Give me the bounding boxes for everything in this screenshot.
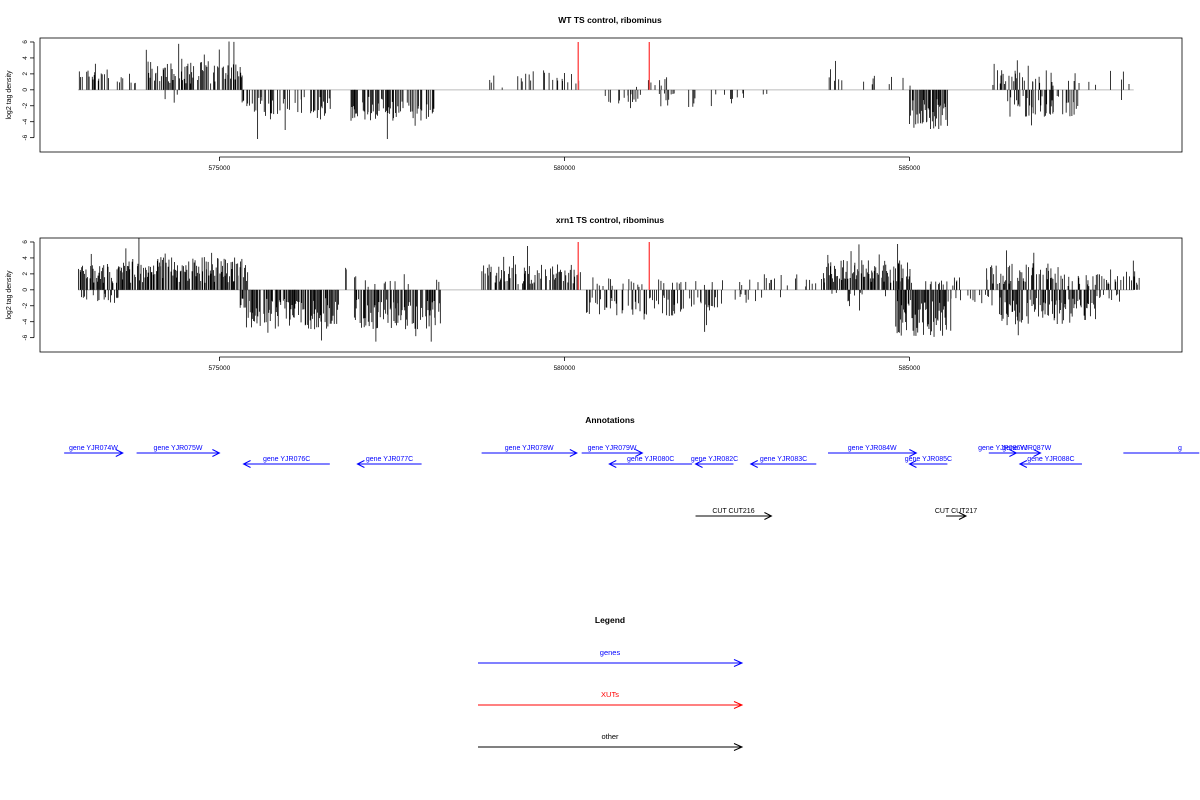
- feature-arrow-head: [608, 460, 617, 468]
- feature-label: gene YJR079W: [588, 445, 637, 452]
- y-tick-label: -2: [22, 102, 29, 108]
- legend-arrow-head: [733, 659, 744, 667]
- y-tick-label: 2: [22, 272, 29, 276]
- feature-label: gene YJR080C: [627, 456, 674, 463]
- feature-gene-yjr075w: gene YJR075W: [136, 445, 221, 457]
- legend-arrow-head: [733, 743, 744, 751]
- feature-label: gene YJR086W: [978, 445, 1027, 452]
- wt-density-panel: WT TS control, ribominus log2 tag densit…: [6, 15, 1183, 172]
- feature-gene-yjr085c: gene YJR085C: [905, 456, 952, 468]
- feature-gene-yjr083c: gene YJR083C: [749, 456, 817, 468]
- panel-title: WT TS control, ribominus: [558, 15, 662, 25]
- feature-label: gene YJR084W: [848, 445, 897, 452]
- feature-cut-cut216: CUT CUT216: [695, 508, 773, 520]
- feature-gene-yjr088c: gene YJR088C: [1018, 456, 1082, 468]
- x-tick-label: 575000: [209, 165, 231, 172]
- feature-arrow-head: [958, 512, 968, 520]
- y-axis-label: log2 tag density: [6, 270, 13, 320]
- legend-item-xuts: XUTs: [478, 690, 744, 709]
- y-tick-label: -4: [22, 318, 29, 324]
- y-tick-label: -4: [22, 118, 29, 124]
- density-marks: [77, 41, 1134, 140]
- y-tick-label: 4: [22, 56, 29, 60]
- plot-frame: [39, 237, 1183, 353]
- feature-gene-yjr079w: gene YJR079W: [581, 445, 644, 457]
- feature-arrow-head: [1018, 460, 1028, 468]
- feature-gene-yjr076c: gene YJR076C: [242, 456, 330, 468]
- xrn1-density-panel: xrn1 TS control, ribominus log2 tag dens…: [6, 215, 1183, 372]
- panel-title: xrn1 TS control, ribominus: [556, 215, 664, 225]
- feature-gene-yjr077c: gene YJR077C: [356, 456, 422, 468]
- legend-item-other: other: [478, 732, 744, 751]
- feature-arrow-head: [908, 460, 917, 468]
- x-tick-label: 585000: [899, 165, 921, 172]
- feature-gene-yjr084w: gene YJR084W: [828, 445, 918, 457]
- legend: Legend genes XUTs other: [478, 615, 744, 751]
- y-tick-label: 0: [22, 88, 29, 92]
- feature-arrow-head: [569, 449, 578, 457]
- feature-gene-yjr082c: gene YJR082C: [691, 456, 738, 468]
- annotations-track: Annotations gene YJR074W gene YJR075Wgene…: [64, 415, 1200, 520]
- y-axis-label: log2 tag density: [6, 70, 13, 120]
- feature-gene-yjr078w: gene YJR078W: [481, 445, 578, 457]
- feature-label: gene YJR077C: [366, 456, 413, 463]
- feature-arrow-head: [694, 460, 703, 468]
- x-tick-label: 575000: [209, 365, 231, 372]
- feature-label: CUT CUT217: [935, 508, 977, 515]
- legend-label: XUTs: [601, 690, 619, 699]
- y-tick-label: -6: [22, 334, 29, 340]
- feature-list: gene YJR074W gene YJR075W gene YJR076C gene…: [64, 445, 1200, 520]
- feature-label: gene YJR087W: [1002, 445, 1051, 452]
- feature-arrow-head: [1033, 449, 1042, 457]
- y-tick-label: -6: [22, 134, 29, 140]
- feature-gene-yjr074w: gene YJR074W: [64, 445, 124, 457]
- feature-arrow-head: [749, 460, 758, 468]
- feature-label: gene YJR085C: [905, 456, 952, 463]
- feature-label: gene YJR078W: [505, 445, 554, 452]
- feature-label: g: [1178, 445, 1182, 452]
- feature-arrow-head: [212, 449, 221, 457]
- legend-label: genes: [600, 648, 621, 657]
- axes: -6 -4 -2 0 2 4 6 575000 580000 585000: [22, 240, 921, 372]
- y-tick-label: 6: [22, 40, 29, 44]
- y-tick-label: 6: [22, 240, 29, 244]
- feature-label: gene YJR088C: [1027, 456, 1074, 463]
- x-tick-label: 585000: [899, 365, 921, 372]
- y-tick-label: 4: [22, 256, 29, 260]
- feature-g: g: [1123, 445, 1200, 454]
- density-marks: [77, 238, 1140, 342]
- feature-label: gene YJR075W: [154, 445, 203, 452]
- feature-label: CUT CUT216: [712, 508, 754, 515]
- feature-arrow-head: [356, 460, 365, 468]
- feature-arrow-head: [909, 449, 918, 457]
- feature-label: gene YJR074W: [69, 445, 118, 452]
- feature-arrow-head: [635, 449, 644, 457]
- legend-title: Legend: [595, 615, 625, 625]
- feature-label: gene YJR082C: [691, 456, 738, 463]
- y-tick-label: -2: [22, 302, 29, 308]
- axes: -6 -4 -2 0 2 4 6 575000 580000 585000: [22, 40, 921, 172]
- legend-arrow-head: [733, 701, 744, 709]
- feature-arrow-head: [115, 449, 124, 457]
- feature-gene-yjr080c: gene YJR080C: [608, 456, 693, 468]
- y-tick-label: 2: [22, 72, 29, 76]
- feature-arrow-head: [242, 460, 251, 468]
- annotations-title: Annotations: [585, 415, 635, 425]
- legend-item-genes: genes: [478, 648, 744, 667]
- x-tick-label: 580000: [554, 365, 576, 372]
- x-tick-label: 580000: [554, 165, 576, 172]
- feature-label: gene YJR076C: [263, 456, 310, 463]
- legend-items: genes XUTs other: [478, 648, 744, 751]
- feature-cut-cut217: CUT CUT217: [935, 508, 977, 520]
- legend-label: other: [601, 732, 619, 741]
- feature-label: gene YJR083C: [760, 456, 807, 463]
- feature-gene-yjr087w: gene YJR087W: [1002, 445, 1052, 457]
- plot-frame: [39, 37, 1183, 153]
- y-tick-label: 0: [22, 288, 29, 292]
- feature-arrow-head: [764, 512, 773, 520]
